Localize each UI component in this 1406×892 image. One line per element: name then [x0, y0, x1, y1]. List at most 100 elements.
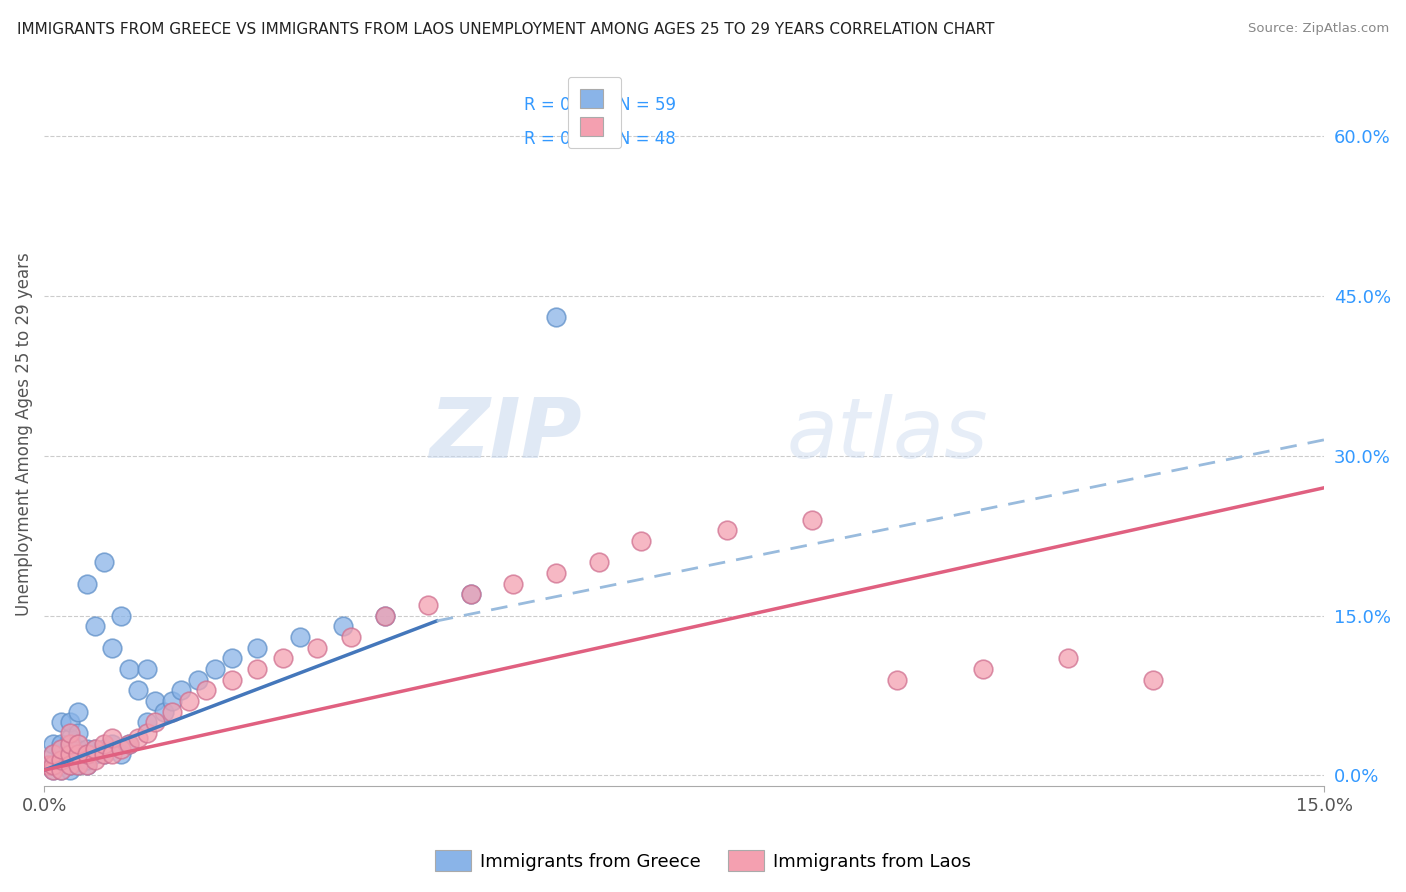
Point [630, 534, 652, 549]
Point [41, 747, 63, 761]
Point [221, 673, 243, 687]
Text: IMMIGRANTS FROM GREECE VS IMMIGRANTS FROM LAOS UNEMPLOYMENT AMONG AGES 25 TO 29 : IMMIGRANTS FROM GREECE VS IMMIGRANTS FRO… [17, 22, 994, 37]
Point [271, 651, 294, 665]
Point [118, 737, 141, 751]
Point [76, 747, 98, 761]
Point [374, 608, 396, 623]
Point [76, 752, 98, 766]
Point [59, 715, 82, 730]
Point [67, 757, 90, 772]
Point [59, 757, 82, 772]
Point [84, 619, 107, 633]
Text: R = 0.222  N = 59: R = 0.222 N = 59 [524, 96, 676, 114]
Point [546, 566, 568, 580]
Point [76, 757, 98, 772]
Point [76, 757, 98, 772]
Point [51, 752, 73, 766]
Point [59, 731, 82, 746]
Point [1142, 673, 1164, 687]
Point [221, 651, 243, 665]
Point [67, 752, 90, 766]
Point [195, 683, 218, 698]
Point [179, 694, 201, 708]
Point [59, 747, 82, 761]
Point [143, 694, 166, 708]
Point [76, 576, 98, 591]
Point [51, 742, 73, 756]
Point [51, 752, 73, 766]
Point [51, 742, 73, 756]
Point [187, 673, 209, 687]
Point [51, 715, 73, 730]
Point [41, 747, 63, 761]
Point [51, 757, 73, 772]
Point [307, 640, 329, 655]
Point [101, 737, 124, 751]
Point [41, 737, 63, 751]
Text: atlas: atlas [786, 394, 988, 475]
Point [37, 757, 59, 772]
Point [67, 726, 90, 740]
Point [93, 737, 115, 751]
Point [716, 524, 738, 538]
Point [67, 757, 90, 772]
Point [59, 737, 82, 751]
Point [340, 630, 363, 644]
Point [374, 608, 396, 623]
Point [118, 662, 141, 676]
Point [41, 763, 63, 777]
Point [1057, 651, 1080, 665]
Point [110, 747, 132, 761]
Point [59, 726, 82, 740]
Point [127, 731, 149, 746]
Point [416, 598, 439, 612]
Point [59, 752, 82, 766]
Point [160, 705, 183, 719]
Point [246, 640, 269, 655]
Point [93, 747, 115, 761]
Text: Source: ZipAtlas.com: Source: ZipAtlas.com [1249, 22, 1389, 36]
Point [460, 587, 482, 601]
Text: ZIP: ZIP [429, 394, 582, 475]
Point [76, 747, 98, 761]
Point [110, 608, 132, 623]
Point [135, 715, 157, 730]
Point [502, 576, 524, 591]
Point [127, 683, 149, 698]
Point [51, 737, 73, 751]
Point [101, 640, 124, 655]
Point [135, 662, 157, 676]
Point [886, 673, 908, 687]
Point [93, 742, 115, 756]
Point [84, 747, 107, 761]
Point [246, 662, 269, 676]
Point [59, 763, 82, 777]
Point [51, 763, 73, 777]
Point [41, 757, 63, 772]
Point [41, 757, 63, 772]
Point [152, 705, 174, 719]
Point [51, 747, 73, 761]
Point [76, 742, 98, 756]
Point [101, 747, 124, 761]
Point [460, 587, 482, 601]
Point [59, 757, 82, 772]
Point [67, 747, 90, 761]
Point [160, 694, 183, 708]
Point [93, 747, 115, 761]
Point [101, 731, 124, 746]
Point [135, 726, 157, 740]
Point [204, 662, 226, 676]
Legend: Immigrants from Greece, Immigrants from Laos: Immigrants from Greece, Immigrants from … [427, 843, 979, 879]
Point [169, 683, 191, 698]
Point [588, 555, 610, 569]
Point [110, 742, 132, 756]
Point [67, 705, 90, 719]
Point [51, 763, 73, 777]
Point [332, 619, 354, 633]
Point [37, 757, 59, 772]
Point [93, 555, 115, 569]
Point [41, 763, 63, 777]
Point [67, 737, 90, 751]
Point [801, 513, 824, 527]
